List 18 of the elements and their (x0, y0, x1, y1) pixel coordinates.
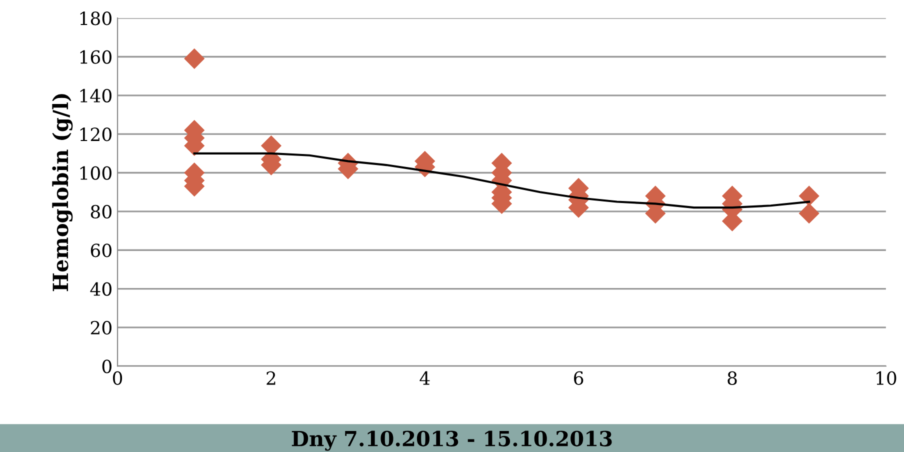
y-tick-label: 60 (90, 244, 112, 258)
x-tick-label: 4 (420, 371, 430, 385)
y-tick-label: 120 (80, 128, 112, 142)
y-tick-label: 20 (90, 320, 112, 335)
y-tick-label: 160 (80, 50, 112, 64)
y-tick-label: 100 (80, 166, 112, 180)
y-axis-title: Hemoglobin (g/l) (52, 94, 73, 292)
x-tick-label: 8 (728, 371, 737, 385)
y-tick-label: 40 (90, 282, 112, 296)
y-tick-label: 140 (80, 88, 112, 103)
x-tick-label: 10 (876, 371, 896, 385)
y-tick-label: 180 (80, 12, 112, 26)
x-tick-label: 2 (266, 371, 276, 385)
y-tick-label: 80 (90, 204, 112, 219)
x-tick-label: 0 (112, 371, 122, 385)
x-axis-title: Dny 7.10.2013 - 15.10.2013 (292, 430, 612, 451)
y-tick-label: 0 (102, 360, 112, 374)
x-tick-label: 6 (574, 371, 584, 385)
